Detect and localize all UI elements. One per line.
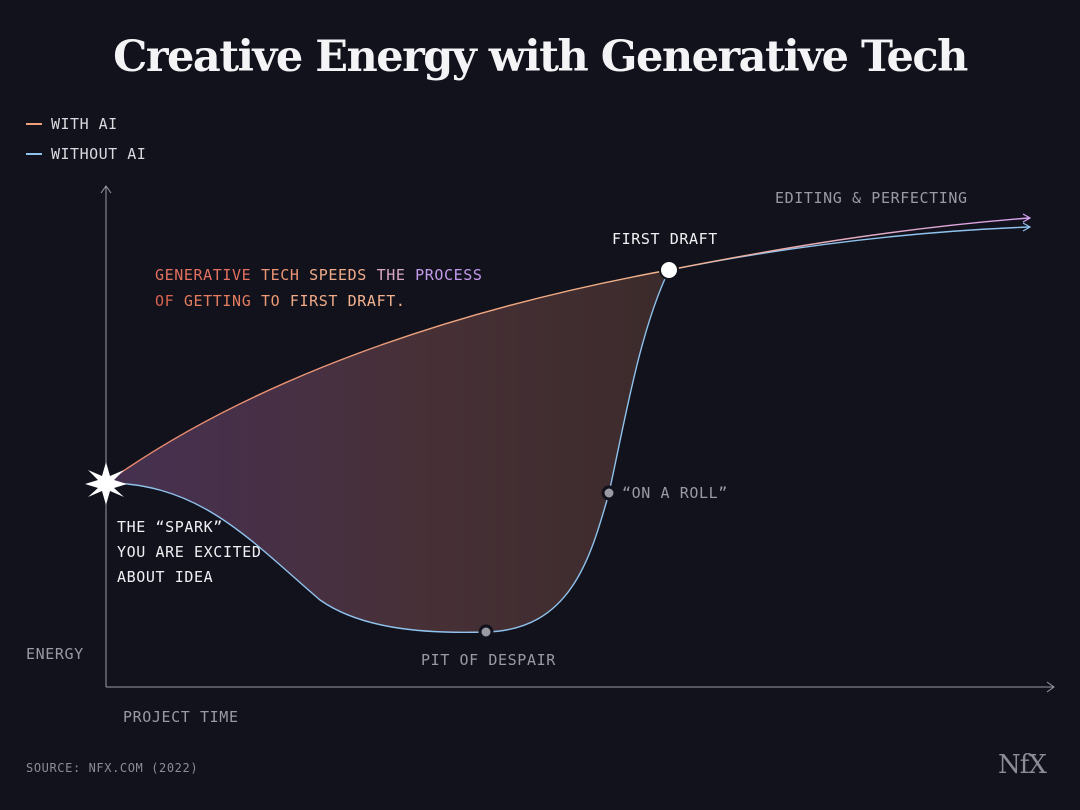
legend: WITH AI WITHOUT AI — [26, 109, 146, 169]
y-axis-arrow — [100, 185, 112, 194]
speeds-annotation-line-2: OF GETTING TO FIRST DRAFT. — [155, 288, 405, 314]
spark-annotation-line-2: YOU ARE EXCITED — [117, 543, 262, 561]
legend-swatch-without-ai — [26, 153, 42, 155]
source-note: SOURCE: NFX.COM (2022) — [26, 761, 199, 775]
roll-annotation: “ON A ROLL” — [622, 484, 728, 502]
speeds-word-1: GENERATIVE — [155, 266, 252, 284]
speeds-annotation-line-1: GENERATIVE TECH SPEEDS THE PROCESS — [155, 262, 483, 288]
first-draft-annotation: FIRST DRAFT — [612, 230, 718, 248]
speeds-word-9: FIRST — [289, 292, 339, 310]
legend-item-without-ai: WITHOUT AI — [26, 139, 146, 169]
shaded-region — [106, 270, 669, 633]
series-with-ai-arrow — [1022, 213, 1032, 223]
speeds-word-7: GETTING — [183, 292, 252, 310]
pit-marker — [478, 624, 494, 640]
spark-annotation-line-3: ABOUT IDEA — [117, 568, 214, 586]
series-without-ai-arrow — [1022, 222, 1032, 232]
x-axis-label: PROJECT TIME — [123, 708, 239, 726]
y-axis-label: ENERGY — [26, 645, 84, 663]
series-with-ai — [105, 217, 1030, 484]
roll-marker — [601, 485, 617, 501]
x-axis-arrow — [1046, 681, 1055, 693]
speeds-word-10: DRAFT. — [347, 292, 406, 310]
speeds-word-5: PROCESS — [415, 266, 483, 284]
spark-marker — [85, 462, 127, 505]
nfx-logo: NfX — [998, 750, 1047, 780]
chart-title: Creative Energy with Generative Tech — [113, 32, 968, 82]
spark-annotation: THE “SPARK” YOU ARE EXCITED ABOUT IDEA — [117, 515, 261, 590]
series-without-ai — [105, 226, 1030, 634]
speeds-word-3: SPEEDS — [309, 266, 367, 284]
speeds-word-4: THE — [376, 266, 406, 284]
legend-label-with-ai: WITH AI — [51, 115, 118, 133]
first-draft-marker — [659, 260, 679, 280]
pit-annotation: PIT OF DESPAIR — [421, 651, 556, 669]
speeds-word-6: OF — [155, 292, 175, 310]
editing-annotation: EDITING & PERFECTING — [775, 189, 968, 207]
speeds-word-8: TO — [260, 292, 281, 310]
spark-annotation-line-1: THE “SPARK” — [117, 518, 223, 536]
legend-item-with-ai: WITH AI — [26, 109, 146, 139]
legend-label-without-ai: WITHOUT AI — [51, 145, 147, 163]
speeds-word-2: TECH — [260, 266, 300, 284]
legend-swatch-with-ai — [26, 123, 42, 125]
